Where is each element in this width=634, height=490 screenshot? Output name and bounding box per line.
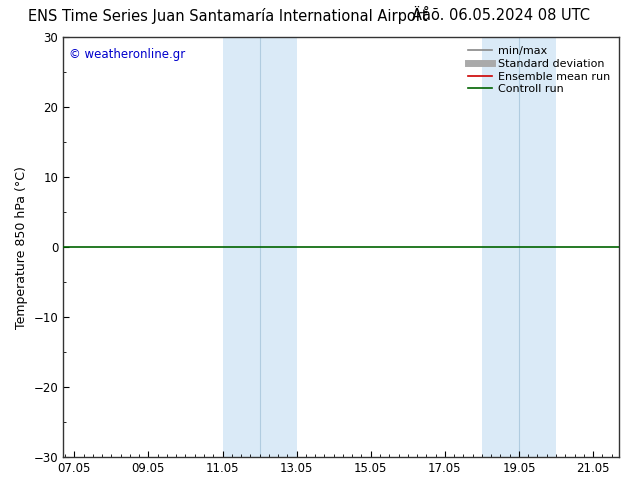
Text: © weatheronline.gr: © weatheronline.gr bbox=[68, 48, 185, 61]
Text: Äåõ. 06.05.2024 08 UTC: Äåõ. 06.05.2024 08 UTC bbox=[412, 8, 590, 24]
Bar bbox=[482, 37, 519, 457]
Bar bbox=[223, 37, 259, 457]
Text: ENS Time Series Juan Santamaría International Airport: ENS Time Series Juan Santamaría Internat… bbox=[29, 8, 428, 24]
Bar bbox=[519, 37, 556, 457]
Bar bbox=[259, 37, 297, 457]
Legend: min/max, Standard deviation, Ensemble mean run, Controll run: min/max, Standard deviation, Ensemble me… bbox=[463, 42, 614, 99]
Y-axis label: Temperature 850 hPa (°C): Temperature 850 hPa (°C) bbox=[15, 166, 28, 329]
